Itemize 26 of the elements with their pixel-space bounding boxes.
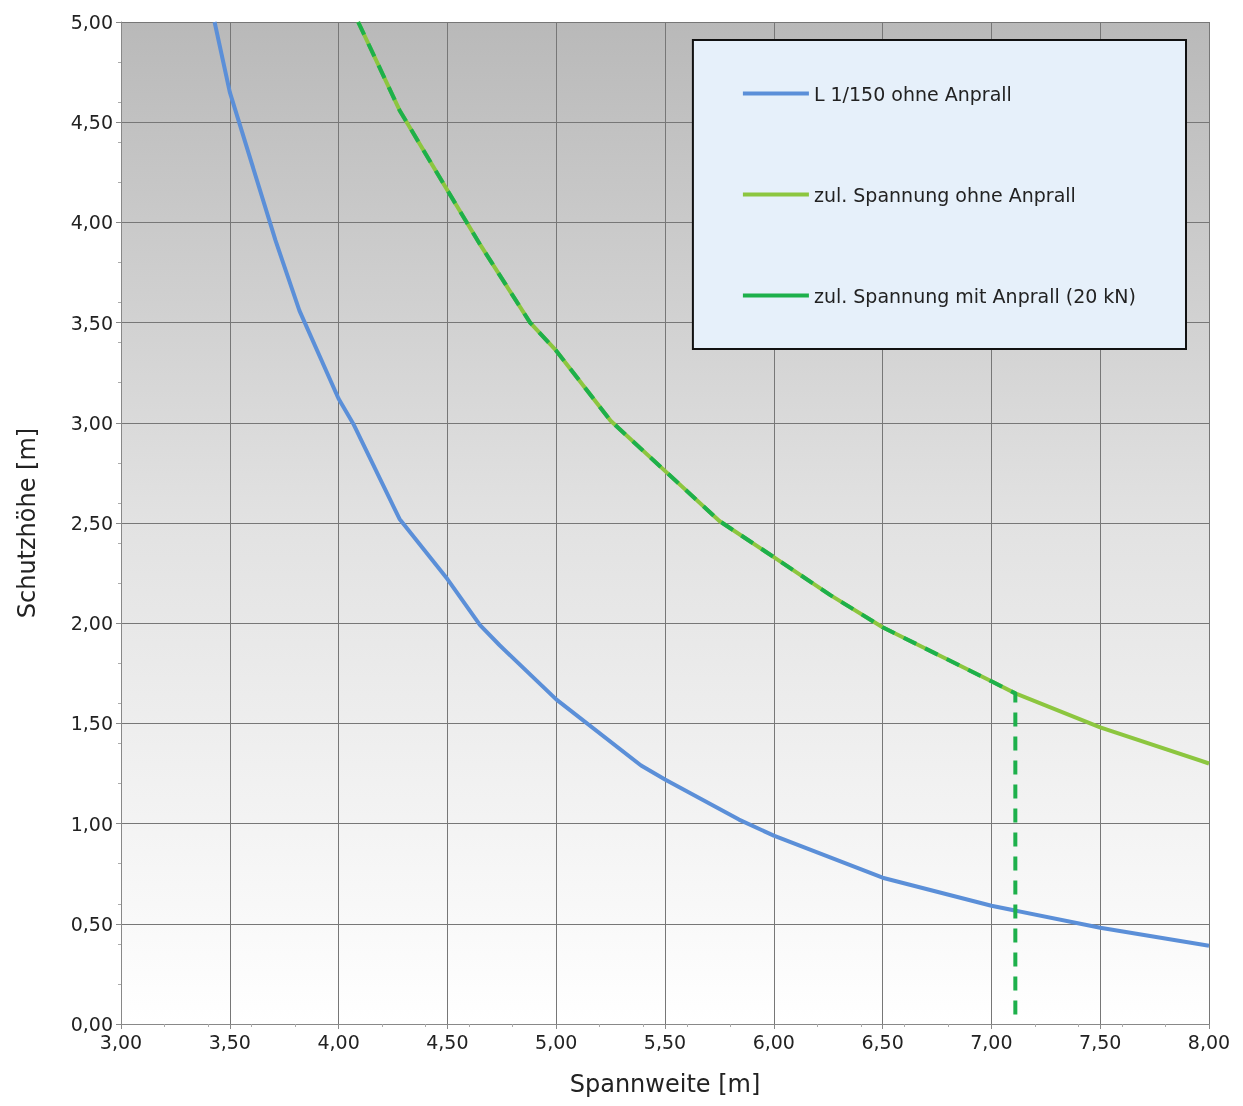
x-axis-title: Spannweite [m] bbox=[569, 1070, 761, 1098]
y-tick-label: 2,00 bbox=[70, 612, 113, 635]
x-tick-label: 5,00 bbox=[535, 1030, 578, 1053]
y-axis-title: Schutzhöhe [m] bbox=[13, 427, 41, 619]
x-tick-label: 5,50 bbox=[643, 1030, 687, 1053]
line-series bbox=[212, 20, 1211, 948]
legend-label: zul. Spannung mit Anprall (20 kN) bbox=[813, 284, 1136, 307]
y-tick-label: 3,50 bbox=[70, 311, 113, 334]
y-tick-label: 0,50 bbox=[70, 912, 113, 935]
x-tick-label: 4,50 bbox=[426, 1030, 469, 1053]
x-tick-label: 8,00 bbox=[1187, 1030, 1231, 1053]
y-tick-label: 1,50 bbox=[70, 712, 113, 735]
x-tick-label: 4,00 bbox=[317, 1030, 360, 1053]
x-tick-label: 7,50 bbox=[1079, 1030, 1122, 1053]
x-tick-label: 3,50 bbox=[208, 1030, 251, 1053]
y-tick-label: 1,00 bbox=[70, 812, 113, 835]
x-tick-label: 6,50 bbox=[861, 1030, 904, 1053]
legend-label: L 1/150 ohne Anprall bbox=[813, 82, 1012, 105]
y-tick-label: 4,50 bbox=[70, 111, 113, 134]
x-tick-label: 7,00 bbox=[970, 1030, 1013, 1053]
y-tick-label: 2,50 bbox=[70, 512, 113, 534]
legend-label: zul. Spannung ohne Anprall bbox=[813, 183, 1076, 206]
y-tick-label: 5,00 bbox=[70, 11, 113, 33]
y-tick-label: 3,00 bbox=[70, 411, 113, 434]
x-tick-label: 6,00 bbox=[752, 1030, 795, 1053]
y-tick-label: 4,00 bbox=[70, 211, 113, 234]
